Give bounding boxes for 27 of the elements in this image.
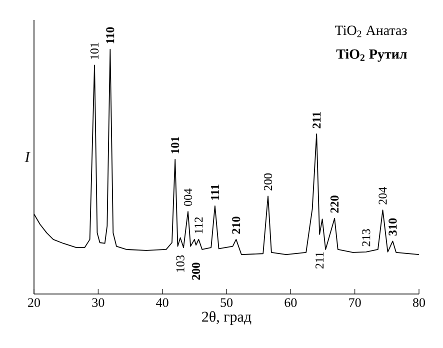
annotation: 211 bbox=[316, 252, 324, 269]
annotation: 103 bbox=[176, 255, 184, 272]
x-axis-title: 2θ, град bbox=[202, 311, 252, 325]
annotation: 204 bbox=[378, 187, 387, 204]
x-tick-label: 20 bbox=[28, 298, 40, 307]
annotation: 200 bbox=[192, 262, 200, 280]
x-tick-label: 40 bbox=[156, 298, 168, 307]
x-tick-label: 80 bbox=[413, 298, 426, 307]
annotation: 211 bbox=[312, 112, 321, 128]
y-axis-title: I bbox=[24, 152, 30, 162]
annotation: 213 bbox=[362, 229, 370, 246]
x-tick-label: 70 bbox=[349, 298, 361, 307]
text: TiO$_{2}$ Анатаз bbox=[335, 26, 407, 38]
annotation: 310 bbox=[388, 218, 397, 236]
annotation: 004 bbox=[184, 188, 192, 206]
x-tick-label: 30 bbox=[92, 298, 104, 307]
annotation: 210 bbox=[232, 216, 240, 234]
annotation: 200 bbox=[264, 173, 272, 190]
text: TiO$_{2}$ Рутил bbox=[336, 48, 407, 62]
x-tick-label: 50 bbox=[220, 298, 233, 307]
annotation: 112 bbox=[194, 217, 203, 234]
annotation: 101 bbox=[171, 136, 180, 154]
annotation: 111 bbox=[210, 184, 219, 200]
annotation: 101 bbox=[90, 42, 99, 60]
annotation: 220 bbox=[330, 196, 339, 213]
x-tick-label: 60 bbox=[284, 298, 297, 307]
annotation: 110 bbox=[106, 27, 114, 44]
